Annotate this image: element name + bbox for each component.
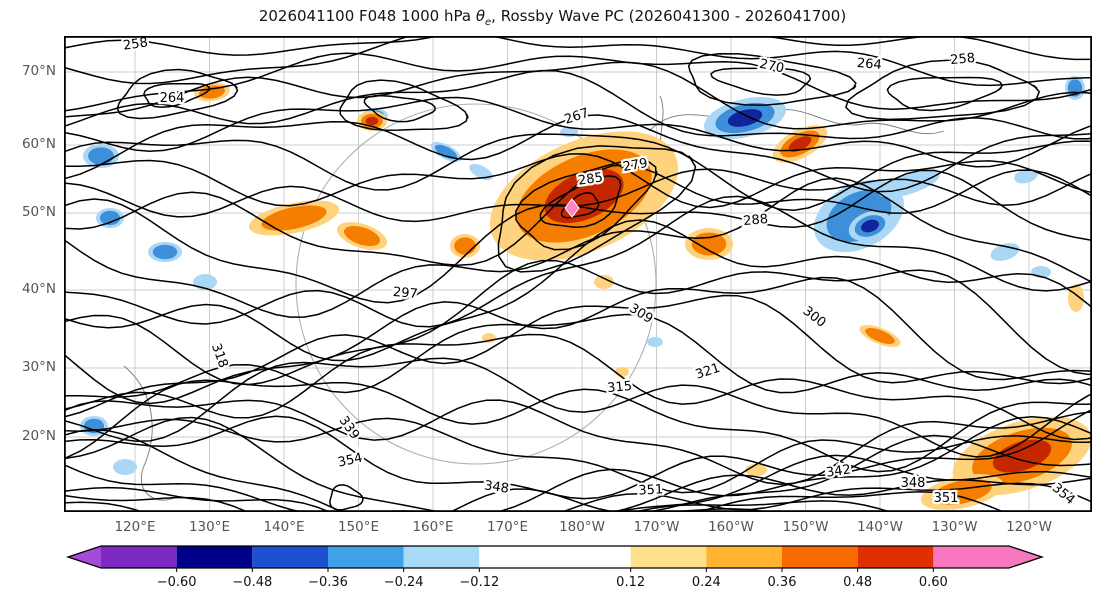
chart-title: 2026041100 F048 1000 hPa θe, Rossby Wave… (0, 7, 1105, 28)
contour-label: 309 (626, 301, 655, 327)
contour-label: 258 (122, 36, 149, 54)
y-tick-label: 70°N (21, 63, 56, 79)
contour-label: 288 (743, 212, 769, 229)
y-tick-label: 50°N (21, 204, 56, 220)
colorbar-outline (65, 545, 1045, 569)
colorbar-tick-label: 0.12 (616, 575, 646, 590)
colorbar-segment (857, 546, 934, 568)
x-tick-label: 120°W (1006, 519, 1052, 535)
contour-label: 285 (577, 170, 604, 188)
x-tick-label: 170°E (486, 519, 529, 535)
colorbar-segment (101, 546, 177, 568)
x-tick-label: 150°E (337, 519, 380, 535)
contour-lines (64, 36, 1092, 512)
x-tick-label: 140°W (857, 519, 903, 535)
colorbar-tick-label: 0.36 (767, 575, 797, 590)
contour-label: 354 (337, 451, 364, 471)
contour-label: 342 (825, 462, 852, 480)
map-content: 258 264 267 270 264 258 279 285 288 297 300 309 315 3… (64, 36, 1092, 512)
colorbar-tick-label: 0.60 (918, 575, 948, 590)
theta-symbol: θe (475, 7, 492, 28)
colorbar (65, 545, 1045, 572)
pink-diamond-marker (564, 198, 580, 218)
x-tick-label: 160°W (708, 519, 754, 535)
colorbar-segment (403, 546, 480, 568)
x-tick-label: 180°W (559, 519, 605, 535)
colorbar-segment (933, 546, 1009, 568)
coastlines (123, 95, 945, 501)
y-tick-label: 30°N (21, 359, 56, 375)
contour-label: 258 (950, 51, 976, 68)
colorbar-tick-label: −0.60 (156, 575, 197, 590)
map-plot: 258 264 267 270 264 258 279 285 288 297 300 309 315 3… (64, 36, 1092, 512)
colorbar-tick-label: −0.24 (383, 575, 424, 590)
contour-label: 318 (208, 342, 231, 370)
contour-label: 348 (901, 476, 926, 491)
x-tick-label: 130°W (931, 519, 978, 535)
colorbar-segment (176, 546, 253, 568)
title-prefix: 2026041100 F048 1000 hPa (258, 7, 476, 25)
contour-label: 264 (856, 56, 882, 73)
contour-label: 270 (758, 57, 785, 77)
colorbar-segment (706, 546, 782, 568)
x-tick-label: 140°E (263, 519, 305, 535)
colorbar-extend-right-arrow (1009, 546, 1042, 568)
colorbar-tick-label: 0.48 (843, 575, 873, 590)
contour-label: 321 (694, 361, 722, 383)
x-tick-label: 170°W (633, 519, 680, 535)
colorbar-tick-label: −0.48 (232, 575, 273, 590)
y-tick-label: 20°N (21, 428, 56, 444)
contour-label: 297 (392, 285, 418, 302)
x-tick-label: 160°E (412, 519, 454, 535)
contour-label: 267 (563, 106, 591, 128)
contour-label: 351 (934, 491, 959, 506)
map-frame (64, 36, 1092, 512)
y-tick-label: 40°N (21, 281, 56, 297)
colorbar-tick-label: 0.24 (691, 575, 721, 590)
colorbar-segment (782, 546, 858, 568)
contour-label: 354 (1049, 481, 1078, 508)
x-tick-label: 120°E (114, 519, 156, 535)
contour-label: 264 (160, 91, 185, 106)
colorbar-tick-label: −0.12 (459, 575, 500, 590)
x-tick-label: 150°W (782, 519, 829, 535)
colorbar-tick-label: −0.36 (308, 575, 348, 590)
colorbar-segment (630, 546, 707, 568)
y-tick-label: 60°N (21, 136, 56, 152)
colorbar-segment (479, 546, 631, 568)
colorbar-extend-left-arrow (68, 546, 101, 568)
contour-label: 279 (622, 156, 649, 175)
contour-label: 348 (483, 478, 510, 496)
x-tick-label: 130°E (188, 519, 231, 535)
contour-label: 315 (607, 379, 633, 396)
title-suffix: , Rossby Wave PC (2026041300 - 202604170… (491, 7, 847, 25)
contour-label: 351 (638, 482, 664, 498)
colorbar-segment (252, 546, 328, 568)
contour-label: 300 (800, 304, 829, 331)
colorbar-segment (328, 546, 404, 568)
